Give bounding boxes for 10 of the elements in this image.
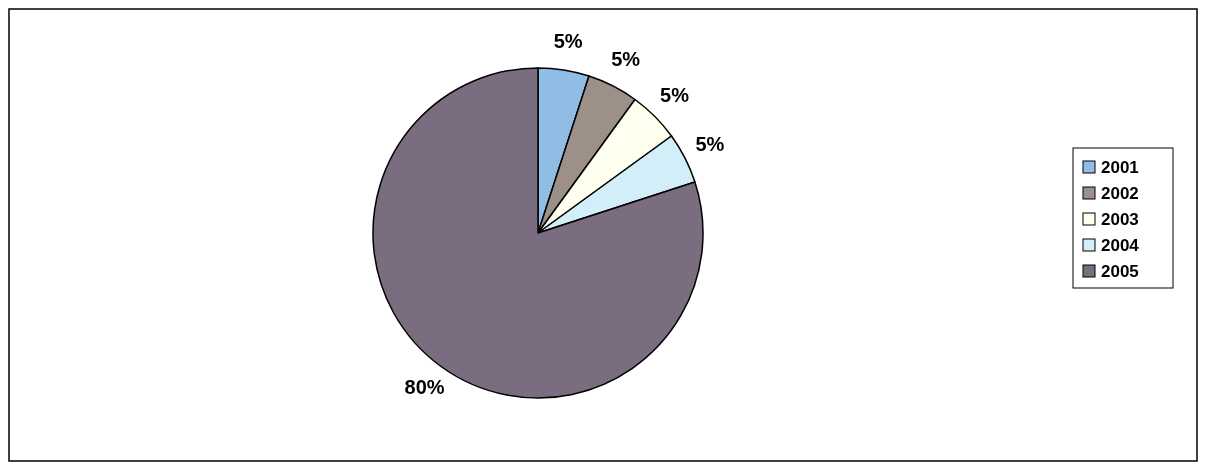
data-label: 5% — [660, 83, 690, 106]
data-label: 5% — [553, 29, 583, 52]
data-label: 5% — [695, 132, 725, 155]
legend-label: 2004 — [1101, 236, 1140, 255]
legend-label: 2005 — [1101, 262, 1139, 281]
legend-label: 2003 — [1101, 210, 1139, 229]
legend-label: 2002 — [1101, 184, 1139, 203]
data-label: 80% — [404, 376, 445, 399]
data-label: 5% — [611, 48, 641, 71]
legend-label: 2001 — [1101, 158, 1139, 177]
